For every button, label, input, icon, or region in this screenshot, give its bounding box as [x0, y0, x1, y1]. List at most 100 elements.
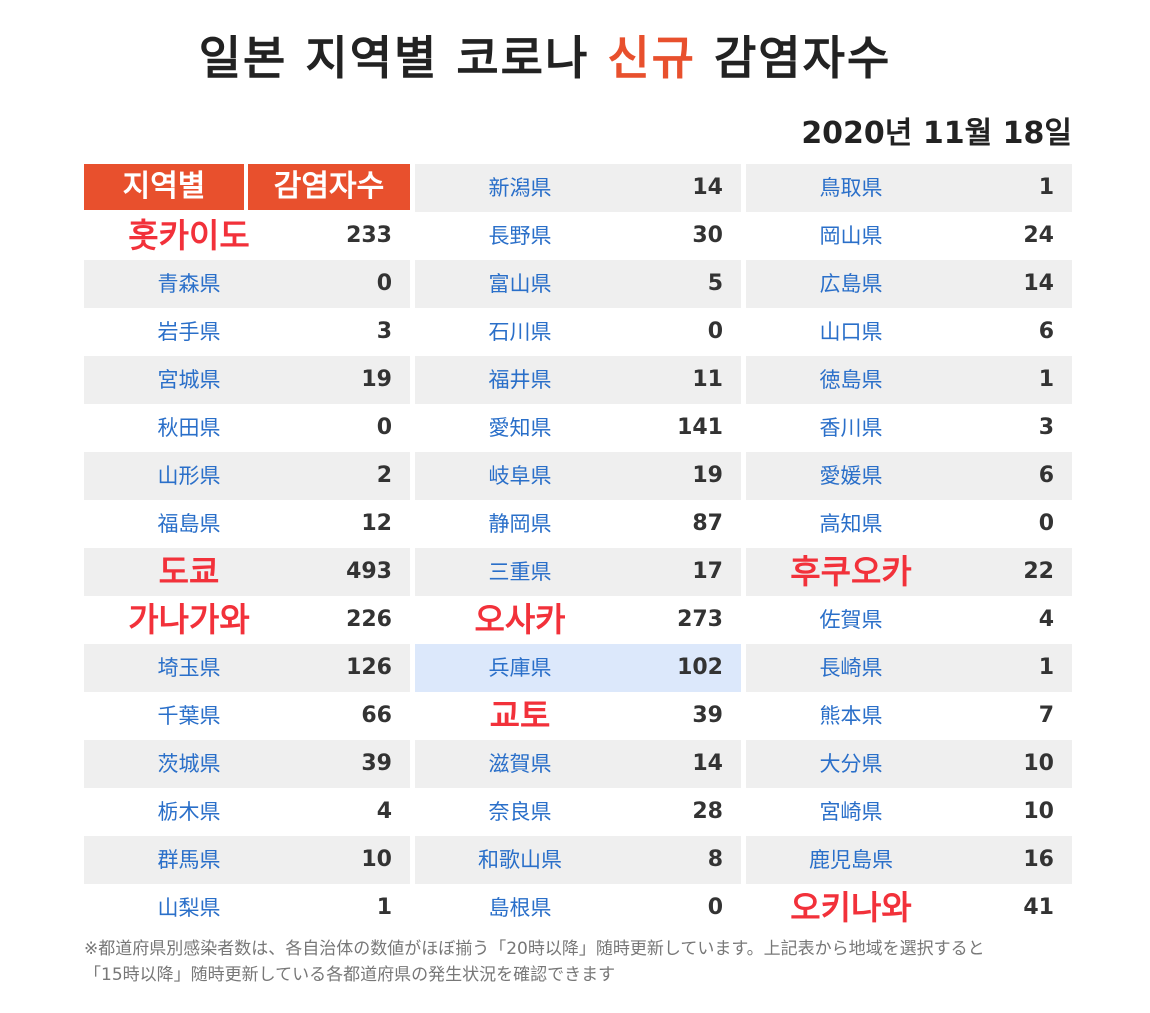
table-row[interactable]: 茨城県 39	[84, 740, 410, 788]
table-row[interactable]: 奈良県 28	[415, 788, 741, 836]
table-row[interactable]: 大分県 10	[746, 740, 1072, 788]
table-row[interactable]: 岐阜県 19	[415, 452, 741, 500]
table-row[interactable]: 香川県 3	[746, 404, 1072, 452]
table-row[interactable]: 千葉県 66	[84, 692, 410, 740]
table-row[interactable]: 鳥取県 1	[746, 164, 1072, 212]
table-row[interactable]: 青森県 0	[84, 260, 410, 308]
table-row[interactable]: 徳島県 1	[746, 356, 1072, 404]
prefecture-link[interactable]: 宮城県	[157, 368, 221, 392]
table-row[interactable]: 長野県 30	[415, 212, 741, 260]
table-row[interactable]: 長崎県 1	[746, 644, 1072, 692]
prefecture-link[interactable]: 兵庫県	[488, 656, 552, 680]
table-row[interactable]: 가나가와 226	[84, 596, 410, 644]
prefecture-link[interactable]: 岩手県	[157, 320, 221, 344]
report-date: 2020년 11월 18일	[801, 116, 1072, 151]
table-row[interactable]: 広島県 14	[746, 260, 1072, 308]
table-row[interactable]: 島根県 0	[415, 884, 741, 932]
table-row[interactable]: 오키나와 41	[746, 884, 1072, 932]
prefecture-link[interactable]: 佐賀県	[819, 608, 883, 632]
prefecture-link[interactable]: 福島県	[157, 512, 221, 536]
prefecture-link[interactable]: 栃木県	[157, 800, 221, 824]
prefecture-link[interactable]: 群馬県	[157, 848, 221, 872]
region-name[interactable]: 교토	[489, 696, 551, 735]
prefecture-link[interactable]: 静岡県	[488, 512, 552, 536]
table-row[interactable]: 山梨県 1	[84, 884, 410, 932]
table-row[interactable]: 山形県 2	[84, 452, 410, 500]
table-row[interactable]: 新潟県 14	[415, 164, 741, 212]
case-count: 12	[361, 511, 392, 536]
prefecture-link[interactable]: 徳島県	[819, 368, 883, 392]
prefecture-link[interactable]: 奈良県	[488, 800, 552, 824]
table-row[interactable]: 宮城県 19	[84, 356, 410, 404]
table-row[interactable]: 静岡県 87	[415, 500, 741, 548]
table-row[interactable]: 石川県 0	[415, 308, 741, 356]
region-name[interactable]: 후쿠오카	[790, 552, 912, 591]
prefecture-link[interactable]: 新潟県	[488, 176, 552, 200]
region-name[interactable]: 오사카	[474, 600, 566, 639]
table-row[interactable]: 佐賀県 4	[746, 596, 1072, 644]
table-row[interactable]: 群馬県 10	[84, 836, 410, 884]
region-name[interactable]: 홋카이도	[128, 216, 250, 255]
prefecture-link[interactable]: 岡山県	[819, 224, 883, 248]
prefecture-link[interactable]: 石川県	[488, 320, 552, 344]
table-row[interactable]: 埼玉県 126	[84, 644, 410, 692]
prefecture-link[interactable]: 茨城県	[157, 752, 221, 776]
table-row[interactable]: 福井県 11	[415, 356, 741, 404]
prefecture-link[interactable]: 熊本県	[819, 704, 883, 728]
prefecture-link[interactable]: 鳥取県	[819, 176, 883, 200]
table-row[interactable]: 福島県 12	[84, 500, 410, 548]
table-row[interactable]: 熊本県 7	[746, 692, 1072, 740]
prefecture-link[interactable]: 愛知県	[488, 416, 552, 440]
region-name[interactable]: 도쿄	[158, 552, 220, 591]
table-row[interactable]: 山口県 6	[746, 308, 1072, 356]
case-count: 0	[707, 319, 723, 344]
prefecture-link[interactable]: 福井県	[488, 368, 552, 392]
prefecture-link[interactable]: 山口県	[819, 320, 883, 344]
table-row[interactable]: 도쿄 493	[84, 548, 410, 596]
table-row[interactable]: 栃木県 4	[84, 788, 410, 836]
table-row[interactable]: 홋카이도 233	[84, 212, 410, 260]
table-row[interactable]: 오사카 273	[415, 596, 741, 644]
prefecture-link[interactable]: 山梨県	[157, 896, 221, 920]
prefecture-link[interactable]: 和歌山県	[478, 848, 562, 872]
table-row[interactable]: 岩手県 3	[84, 308, 410, 356]
table-row[interactable]: 岡山県 24	[746, 212, 1072, 260]
table-row[interactable]: 宮崎県 10	[746, 788, 1072, 836]
case-count: 6	[1038, 463, 1054, 488]
prefecture-link[interactable]: 富山県	[488, 272, 552, 296]
prefecture-link[interactable]: 愛媛県	[819, 464, 883, 488]
table-row[interactable]: 高知県 0	[746, 500, 1072, 548]
region-name[interactable]: 가나가와	[128, 600, 250, 639]
case-count: 19	[361, 367, 392, 392]
table-row[interactable]: 愛知県 141	[415, 404, 741, 452]
prefecture-link[interactable]: 岐阜県	[488, 464, 552, 488]
prefecture-link[interactable]: 鹿児島県	[809, 848, 893, 872]
table-row[interactable]: 교토 39	[415, 692, 741, 740]
prefecture-link[interactable]: 大分県	[819, 752, 883, 776]
prefecture-link[interactable]: 埼玉県	[157, 656, 221, 680]
prefecture-link[interactable]: 秋田県	[157, 416, 221, 440]
prefecture-link[interactable]: 長崎県	[819, 656, 883, 680]
table-row[interactable]: 和歌山県 8	[415, 836, 741, 884]
table-row[interactable]: 兵庫県 102	[415, 644, 741, 692]
prefecture-link[interactable]: 広島県	[819, 272, 883, 296]
prefecture-link[interactable]: 高知県	[819, 512, 883, 536]
table-row[interactable]: 愛媛県 6	[746, 452, 1072, 500]
prefecture-link[interactable]: 滋賀県	[488, 752, 552, 776]
table-row[interactable]: 후쿠오카 22	[746, 548, 1072, 596]
case-count: 7	[1038, 703, 1054, 728]
table-row[interactable]: 鹿児島県 16	[746, 836, 1072, 884]
prefecture-link[interactable]: 宮崎県	[819, 800, 883, 824]
table-row[interactable]: 三重県 17	[415, 548, 741, 596]
prefecture-link[interactable]: 島根県	[488, 896, 552, 920]
prefecture-link[interactable]: 長野県	[488, 224, 552, 248]
table-row[interactable]: 富山県 5	[415, 260, 741, 308]
prefecture-link[interactable]: 山形県	[157, 464, 221, 488]
region-name[interactable]: 오키나와	[790, 888, 912, 927]
prefecture-link[interactable]: 三重県	[488, 560, 552, 584]
prefecture-link[interactable]: 千葉県	[157, 704, 221, 728]
table-row[interactable]: 滋賀県 14	[415, 740, 741, 788]
prefecture-link[interactable]: 香川県	[819, 416, 883, 440]
table-row[interactable]: 秋田県 0	[84, 404, 410, 452]
prefecture-link[interactable]: 青森県	[157, 272, 221, 296]
